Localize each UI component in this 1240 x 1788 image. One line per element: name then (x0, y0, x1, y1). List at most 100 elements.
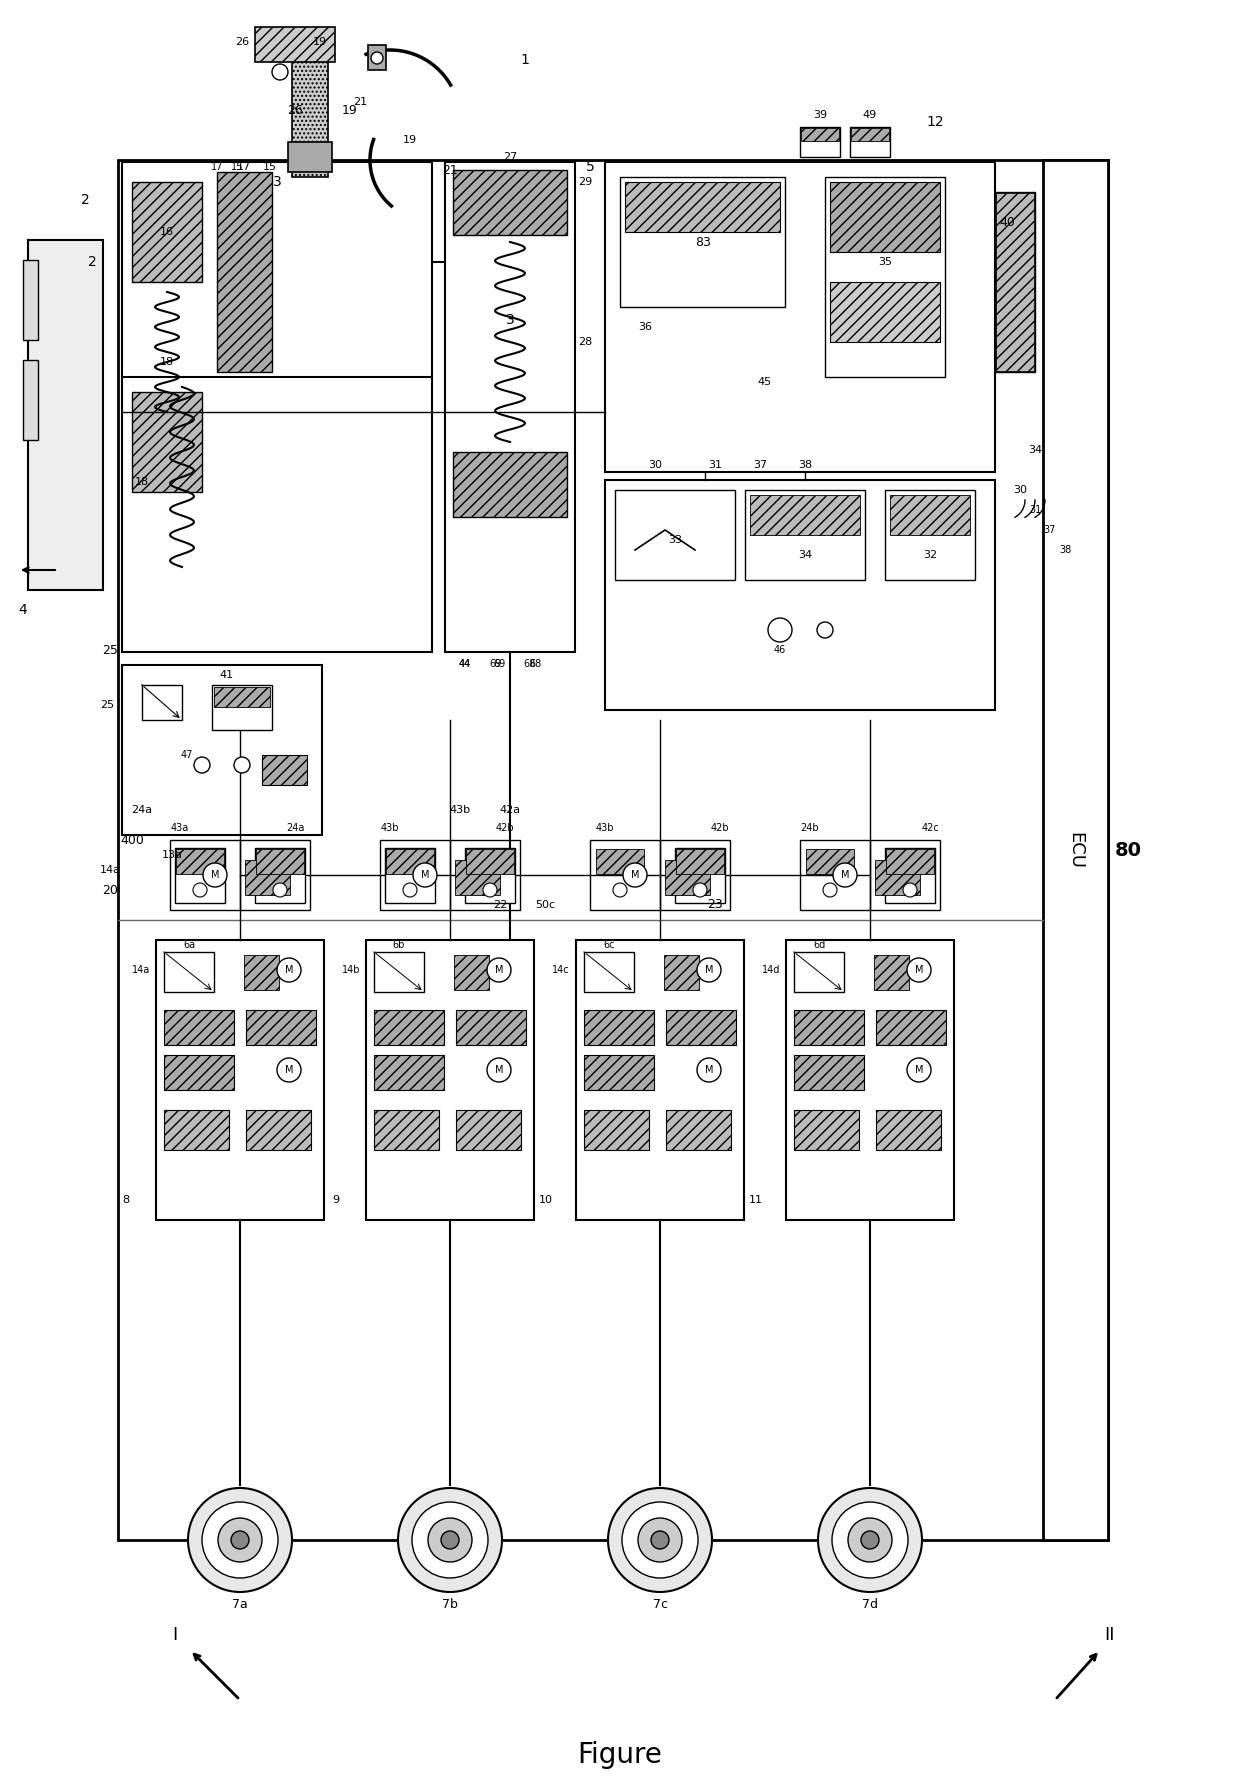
Circle shape (697, 1058, 720, 1082)
Text: 37: 37 (753, 460, 768, 470)
Bar (584, 1010, 653, 1044)
Text: 6a: 6a (184, 940, 195, 949)
Bar (122, 163, 432, 653)
Text: 42c: 42c (921, 822, 939, 833)
Text: II: II (1105, 1625, 1115, 1643)
Text: Figure: Figure (578, 1742, 662, 1768)
Circle shape (441, 1531, 459, 1548)
Bar (262, 755, 308, 785)
Bar (122, 665, 322, 835)
Bar (605, 479, 994, 710)
Bar (596, 849, 644, 874)
Text: 7b: 7b (443, 1598, 458, 1611)
Bar (217, 172, 272, 372)
Text: 17: 17 (237, 163, 250, 172)
Circle shape (768, 619, 792, 642)
Bar (255, 27, 335, 63)
Text: 69: 69 (489, 660, 501, 669)
Bar (875, 1110, 941, 1150)
Text: ECU: ECU (1066, 831, 1084, 869)
Bar (584, 1110, 649, 1150)
Bar (794, 951, 844, 992)
Text: 40: 40 (999, 216, 1014, 229)
Text: 11: 11 (749, 1194, 763, 1205)
Bar (620, 177, 785, 308)
Text: 33: 33 (668, 535, 682, 545)
Circle shape (693, 883, 707, 898)
Text: 400: 400 (120, 833, 144, 846)
Bar (366, 940, 534, 1219)
Bar (156, 940, 324, 1219)
Text: 39: 39 (813, 111, 827, 120)
Bar (164, 1110, 229, 1150)
Circle shape (906, 1058, 931, 1082)
Bar (212, 685, 272, 730)
Bar (625, 182, 780, 232)
Circle shape (622, 1502, 698, 1579)
Bar (1043, 159, 1109, 1539)
Text: 25: 25 (100, 699, 114, 710)
Bar (379, 840, 520, 910)
Circle shape (277, 1058, 301, 1082)
Circle shape (413, 864, 436, 887)
Bar (131, 182, 202, 283)
Bar (246, 1010, 316, 1044)
Text: 38: 38 (1059, 545, 1071, 554)
Circle shape (848, 1518, 892, 1563)
Text: 16: 16 (160, 227, 174, 238)
Bar (164, 951, 215, 992)
Text: M: M (841, 871, 849, 880)
Text: 18: 18 (160, 358, 174, 367)
Circle shape (272, 64, 288, 80)
Bar (577, 940, 744, 1219)
Circle shape (273, 883, 286, 898)
Bar (164, 1010, 234, 1044)
Bar (131, 392, 202, 492)
Text: 23: 23 (707, 899, 723, 912)
Text: 47: 47 (181, 749, 193, 760)
Text: 45: 45 (758, 377, 773, 386)
Circle shape (412, 1502, 489, 1579)
Text: 14a: 14a (131, 966, 150, 974)
Text: 20: 20 (102, 883, 118, 896)
Text: 26: 26 (288, 104, 303, 116)
Bar (996, 193, 1034, 370)
Bar (584, 1055, 653, 1091)
Bar (456, 1110, 521, 1150)
Bar (465, 848, 515, 903)
Text: 24a: 24a (131, 805, 153, 815)
Bar (676, 849, 724, 874)
Text: 68: 68 (523, 660, 536, 669)
Text: 7d: 7d (862, 1598, 878, 1611)
Circle shape (903, 883, 918, 898)
Bar (176, 849, 224, 874)
Text: 2: 2 (81, 193, 89, 207)
Text: I: I (172, 1625, 177, 1643)
Bar (794, 1055, 864, 1091)
Text: 38: 38 (797, 460, 812, 470)
Text: 34: 34 (1028, 445, 1042, 454)
Bar (875, 860, 920, 896)
Bar (830, 182, 940, 252)
Circle shape (818, 1488, 923, 1591)
Bar (246, 1110, 311, 1150)
Text: 1: 1 (521, 54, 529, 66)
Text: 42b: 42b (711, 822, 729, 833)
Text: 4: 4 (19, 603, 27, 617)
Bar (164, 1055, 234, 1091)
Text: 7c: 7c (652, 1598, 667, 1611)
Text: 7a: 7a (232, 1598, 248, 1611)
Text: 14d: 14d (761, 966, 780, 974)
Text: 41: 41 (219, 670, 234, 679)
Text: 34: 34 (797, 551, 812, 560)
Bar (675, 848, 725, 903)
Circle shape (193, 883, 207, 898)
Bar (794, 1010, 864, 1044)
Bar (291, 57, 329, 177)
Text: 14b: 14b (342, 966, 361, 974)
Bar (456, 1010, 526, 1044)
Bar (29, 240, 103, 590)
Text: 21: 21 (353, 97, 367, 107)
Bar (885, 848, 935, 903)
Text: 32: 32 (923, 551, 937, 560)
